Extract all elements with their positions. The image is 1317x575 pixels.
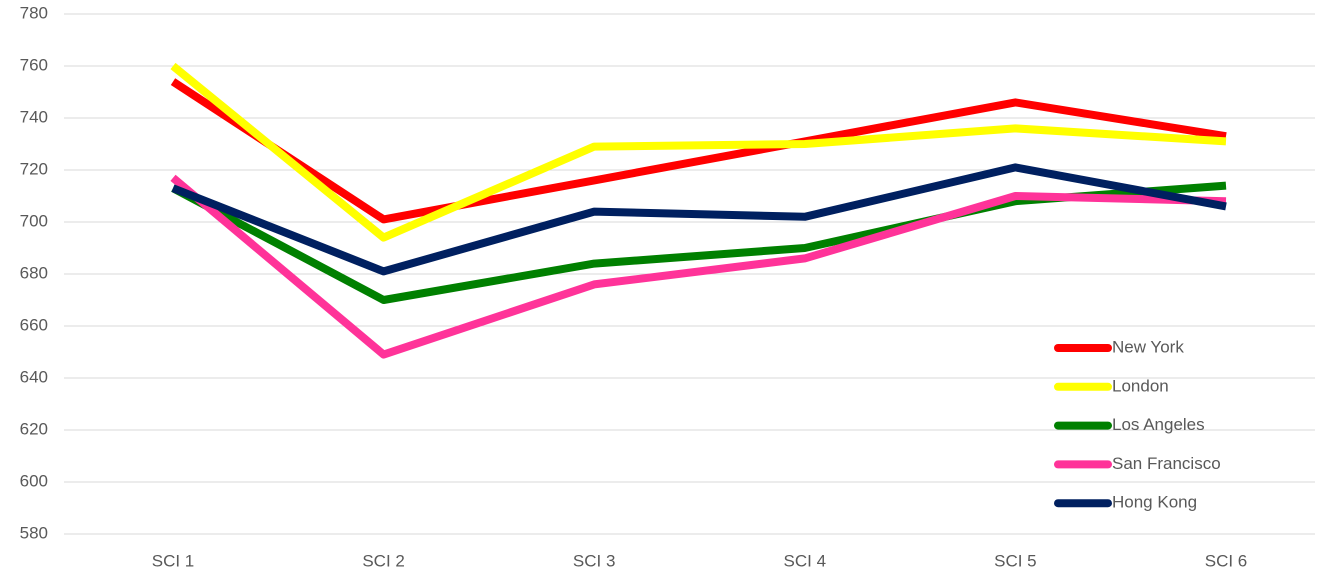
series-line [170, 78, 1227, 224]
y-tick-label: 680 [20, 263, 48, 282]
y-tick-label: 600 [20, 471, 48, 490]
legend-label: Los Angeles [1112, 415, 1205, 434]
x-tick-label: SCI 4 [784, 551, 827, 570]
y-tick-label: 620 [20, 419, 48, 438]
legend-label: Hong Kong [1112, 493, 1197, 512]
x-tick-label: SCI 6 [1205, 551, 1248, 570]
y-tick-label: 640 [20, 367, 48, 386]
x-tick-label: SCI 3 [573, 551, 616, 570]
y-tick-label: 700 [20, 211, 48, 230]
series-line [171, 163, 1227, 276]
x-tick-label: SCI 5 [994, 551, 1037, 570]
x-tick-label: SCI 1 [152, 551, 195, 570]
x-tick-label: SCI 2 [362, 551, 405, 570]
y-tick-label: 780 [20, 3, 48, 22]
y-tick-label: 720 [20, 159, 48, 178]
series-line [171, 181, 1227, 304]
legend-label: San Francisco [1112, 454, 1221, 473]
y-tick-label: 760 [20, 55, 48, 74]
series-line [170, 174, 1227, 359]
legend-label: London [1112, 376, 1169, 395]
y-tick-label: 580 [20, 523, 48, 542]
y-tick-label: 660 [20, 315, 48, 334]
series-line [170, 62, 1227, 242]
y-tick-label: 740 [20, 107, 48, 126]
legend-label: New York [1112, 337, 1184, 356]
